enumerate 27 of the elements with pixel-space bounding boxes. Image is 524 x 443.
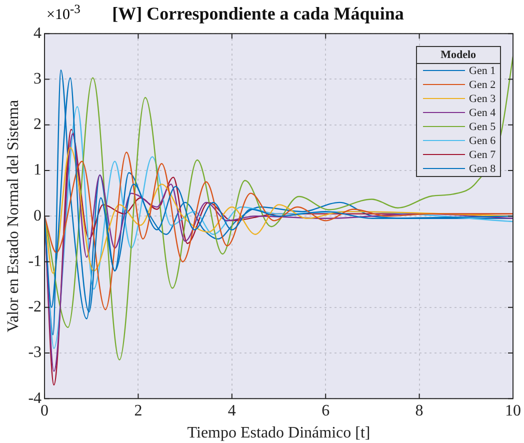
legend-label: Gen 5 (469, 120, 496, 133)
text: ×10$^{-3}$ (46, 2, 80, 23)
legend-label: Gen 1 (469, 64, 496, 77)
y-tick-label: 0 (34, 207, 42, 224)
x-tick-label: 6 (322, 402, 330, 420)
y-tick-label: 1 (34, 162, 42, 179)
y-tick-label: -4 (28, 390, 42, 407)
legend-label: Gen 7 (469, 148, 496, 161)
x-axis-title: Tiempo Estado Dinámico [t] (187, 424, 370, 442)
y-axis-title: Valor en Estado Normal del Sistema (4, 100, 22, 332)
x-tick-label: 2 (134, 402, 142, 420)
legend-title: Modelo (417, 46, 500, 64)
legend-label: Gen 6 (469, 134, 496, 147)
legend-label: Gen 3 (469, 92, 496, 105)
x-tick-label: 8 (415, 402, 424, 420)
legend-label: Gen 2 (469, 78, 496, 91)
x-tick-label: 10 (505, 402, 521, 420)
legend-label: Gen 8 (469, 162, 496, 175)
legend-label: Gen 4 (469, 106, 496, 119)
y-tick-label: -2 (28, 298, 42, 316)
y-tick-label: -1 (28, 252, 42, 270)
chart-title: [W] Correspondiente a cada Máquina (112, 3, 404, 24)
y-tick-label: 2 (34, 116, 42, 134)
y-tick-label: 3 (34, 70, 42, 88)
y-tick-label: -3 (28, 344, 42, 362)
x-tick-label: 4 (228, 402, 236, 420)
y-tick-label: 4 (34, 24, 42, 42)
